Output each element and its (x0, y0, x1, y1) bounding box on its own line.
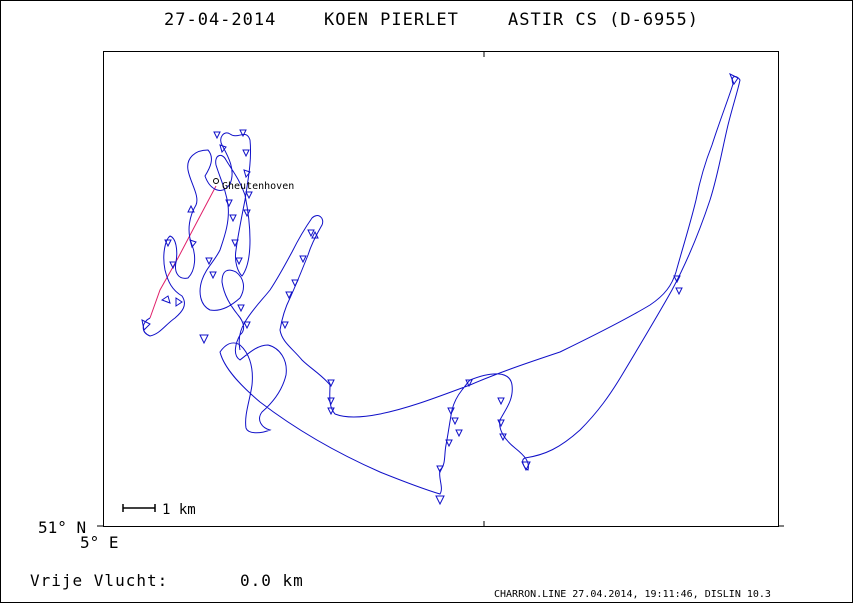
thermal-markers (141, 72, 739, 506)
triangle-marker-icon (205, 257, 213, 266)
glider-name: ASTIR CS (D-6955) (508, 10, 699, 30)
triangle-marker-icon (141, 319, 151, 332)
task-line (149, 185, 217, 319)
triangle-marker-icon (307, 229, 315, 238)
triangle-marker-icon (299, 255, 307, 264)
triangle-marker-icon (160, 295, 171, 304)
triangle-marker-icon (285, 291, 293, 300)
triangle-marker-icon (281, 321, 289, 330)
triangle-marker-icon (243, 209, 251, 218)
triangle-marker-icon (175, 297, 183, 307)
triangle-marker-icon (497, 419, 505, 428)
triangle-marker-icon (497, 397, 505, 406)
pilot-name: KOEN PIERLET (324, 10, 459, 30)
triangle-marker-icon (189, 239, 197, 249)
triangle-marker-icon (225, 199, 233, 208)
triangle-marker-icon (199, 334, 209, 345)
scale-label: 1 km (162, 502, 196, 518)
triangle-marker-icon (187, 204, 195, 213)
free-flight-label: Vrije Vlucht: (30, 571, 168, 590)
triangle-marker-icon (521, 461, 531, 472)
free-flight-value: 0.0 km (240, 571, 304, 590)
triangle-marker-icon (291, 279, 299, 288)
triangle-marker-icon (327, 407, 335, 416)
triangle-marker-icon (451, 417, 459, 426)
triangle-marker-icon (243, 321, 251, 330)
triangle-marker-icon (447, 407, 455, 416)
triangle-marker-icon (327, 379, 335, 388)
triangle-marker-icon (231, 239, 239, 248)
triangle-marker-icon (465, 379, 473, 388)
triangle-marker-icon (169, 261, 177, 270)
circle-marker-icon (213, 178, 219, 184)
triangle-marker-icon (237, 304, 245, 313)
triangle-marker-icon (229, 214, 237, 223)
map-frame (103, 51, 779, 527)
triangle-marker-icon (445, 439, 453, 448)
triangle-marker-icon (311, 230, 319, 239)
flight-date: 27-04-2014 (164, 10, 276, 30)
triangle-marker-icon (436, 465, 444, 474)
triangle-marker-icon (235, 257, 243, 266)
triangle-marker-icon (219, 144, 227, 154)
latitude-label: 51° N (38, 518, 86, 537)
triangle-marker-icon (673, 275, 681, 284)
triangle-marker-icon (435, 495, 445, 506)
longitude-label: 5° E (80, 533, 119, 552)
triangle-marker-icon (164, 239, 172, 248)
triangle-marker-icon (243, 169, 251, 179)
triangle-marker-icon (239, 129, 247, 138)
flight-track (142, 76, 741, 495)
triangle-marker-icon (455, 429, 463, 438)
triangle-marker-icon (327, 397, 335, 406)
triangle-marker-icon (209, 271, 217, 280)
waypoint-label: Gheutenhoven (222, 181, 294, 192)
triangle-marker-icon (729, 72, 739, 86)
scale-bar: 1 km (122, 502, 196, 518)
triangle-marker-icon (242, 149, 250, 158)
triangle-marker-icon (213, 131, 221, 140)
credits-text: CHARRON.LINE 27.04.2014, 19:11:46, DISLI… (494, 589, 771, 600)
triangle-marker-icon (245, 191, 253, 200)
triangle-marker-icon (499, 433, 507, 442)
triangle-marker-icon (675, 287, 683, 296)
